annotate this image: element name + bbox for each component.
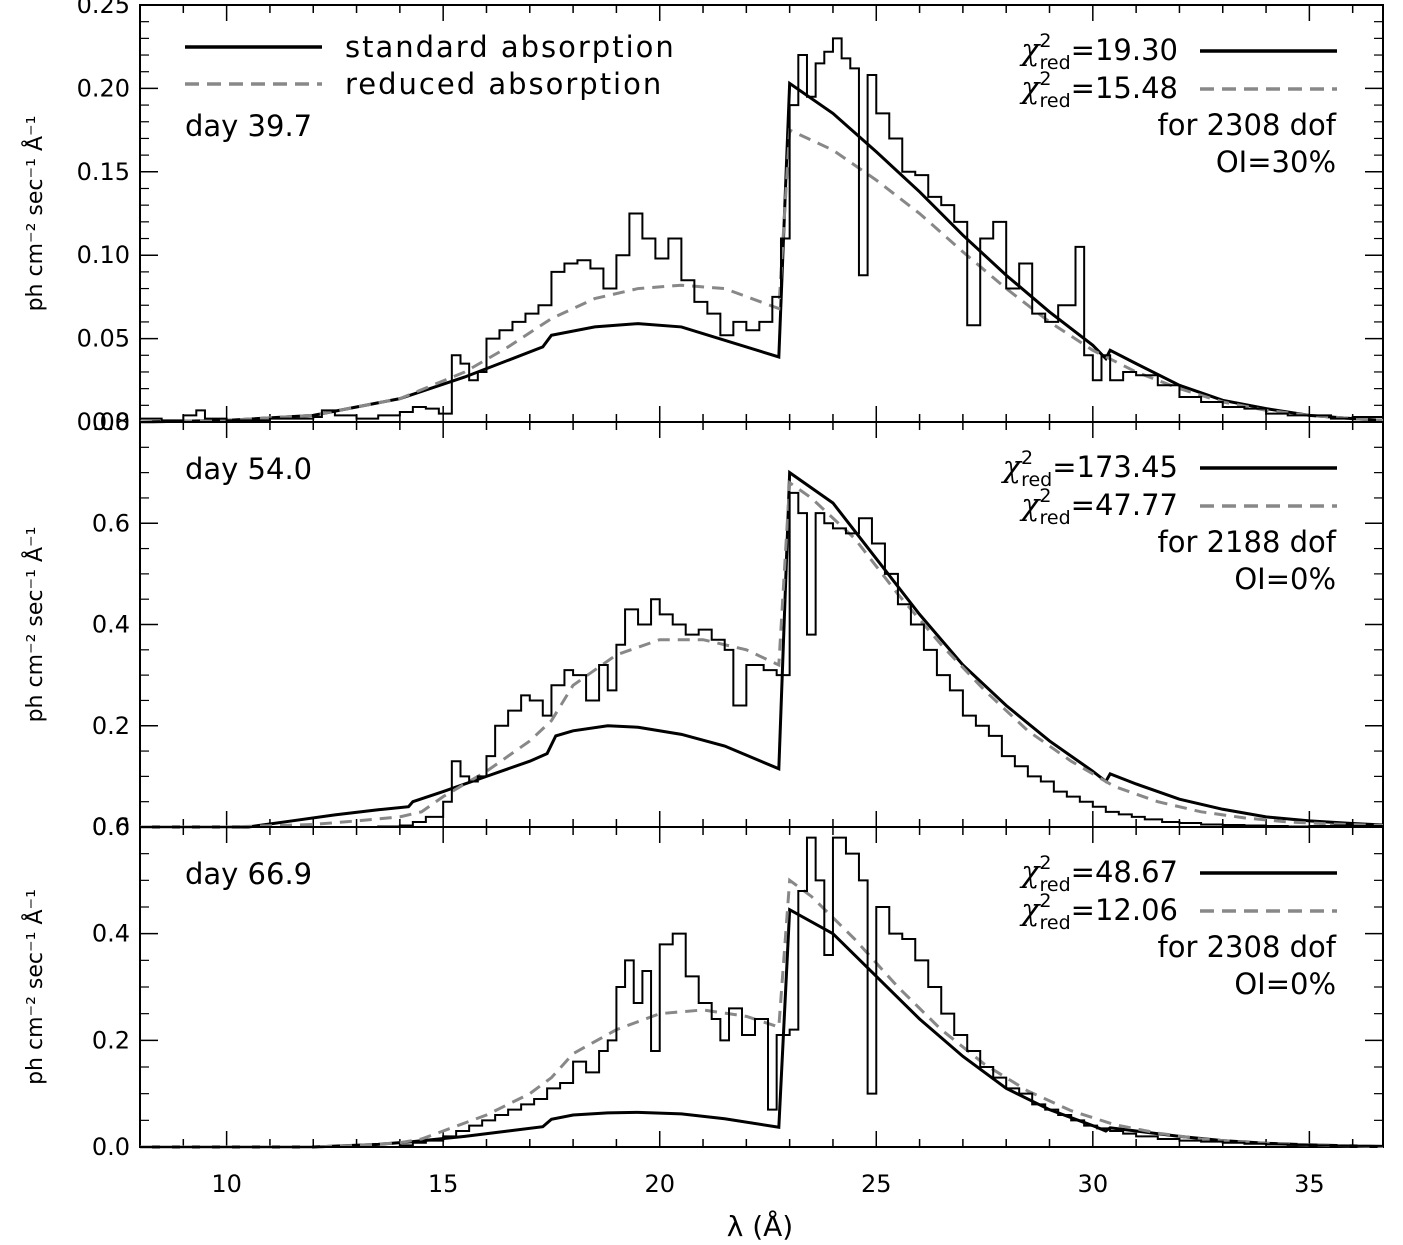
chi-reduced-label: χ2 red=12.06: [1019, 890, 1178, 934]
y-tick-label: 0.15: [77, 158, 130, 186]
y-axis-label: ph cm⁻² sec⁻¹ Å⁻¹: [21, 889, 48, 1085]
y-tick-label: 0.10: [77, 241, 130, 269]
x-tick-label: 35: [1294, 1170, 1325, 1198]
y-tick-label: 0.0: [92, 1133, 130, 1161]
panel-2: 0.0 0.2 0.4 0.6 0.8 ph cm⁻² sec⁻¹ Å⁻¹ day 54.0…: [21, 408, 1384, 841]
x-tick-label: 20: [644, 1170, 675, 1198]
x-tick-label: 30: [1078, 1170, 1109, 1198]
y-tick-label: 0.25: [77, 0, 130, 19]
y-tick-label: 0.05: [77, 325, 130, 353]
chart-panels: 0.00 0.05 0.10 0.15 0.20 0.25 ph cm⁻² sec⁻¹ Å⁻…: [21, 0, 1384, 1161]
x-tick-label: 25: [861, 1170, 892, 1198]
y-tick-label: 0.6: [92, 813, 130, 841]
series-observed: [140, 37, 1384, 422]
day-label: day 66.9: [185, 857, 312, 891]
chi-reduced-label: χ2 red=47.77: [1019, 485, 1178, 529]
y-tick-label: 0.6: [92, 509, 130, 537]
oi-label: OI=0%: [1234, 562, 1336, 596]
day-label: day 39.7: [185, 109, 312, 143]
x-tick-label: 15: [428, 1170, 459, 1198]
series-reduced-absorption: [139, 127, 1384, 424]
series-standard-absorption: [140, 469, 1384, 829]
chi-standard-label: χ2 red=19.30: [1019, 30, 1178, 74]
y-tick-label: 0.20: [77, 74, 130, 102]
legend: standard absorption reduced absorption: [185, 30, 676, 101]
series-observed: [140, 491, 1384, 828]
chi-standard-label: χ2 red=48.67: [1019, 852, 1178, 896]
plot-frame: [139, 421, 1384, 828]
legend-label-reduced: reduced absorption: [345, 67, 663, 101]
series-observed: [140, 836, 1384, 1148]
oi-label: OI=30%: [1216, 145, 1336, 179]
y-tick-label: 0.2: [92, 712, 130, 740]
x-axis-label: λ (Å): [727, 1209, 793, 1243]
series-standard-absorption: [139, 80, 1384, 424]
dof-label: for 2188 dof: [1158, 525, 1337, 559]
day-label: day 54.0: [185, 452, 312, 486]
y-tick-label: 0.2: [92, 1026, 130, 1054]
oi-label: OI=0%: [1234, 967, 1336, 1001]
y-tick-label: 0.4: [92, 611, 130, 639]
series-reduced-absorption: [140, 479, 1384, 829]
plot-frame: [139, 4, 1384, 423]
chi-standard-label: χ2 red=173.45: [1001, 447, 1178, 491]
panel-1: 0.00 0.05 0.10 0.15 0.20 0.25 ph cm⁻² sec⁻¹ Å⁻…: [21, 0, 1384, 436]
series-standard-absorption: [140, 907, 1384, 1149]
y-axis-label: ph cm⁻² sec⁻¹ Å⁻¹: [21, 116, 48, 312]
panel-3: 0.0 0.2 0.4 0.6 ph cm⁻² sec⁻¹ Å⁻¹ day 66.9 χ2 r…: [21, 813, 1384, 1161]
legend-label-standard: standard absorption: [345, 30, 676, 64]
chi-reduced-label: χ2 red=15.48: [1019, 68, 1178, 112]
y-tick-label: 0.00: [77, 408, 130, 436]
dof-label: for 2308 dof: [1158, 108, 1337, 142]
x-tick-label: 10: [211, 1170, 242, 1198]
y-axis-label: ph cm⁻² sec⁻¹ Å⁻¹: [21, 527, 48, 723]
dof-label: for 2308 dof: [1158, 930, 1337, 964]
y-tick-label: 0.4: [92, 920, 130, 948]
y-tick-label: 0.8: [92, 408, 130, 436]
x-tick-labels: 10 15 20 25 30 35: [211, 1170, 1324, 1198]
y-tick-label: 0.0: [92, 813, 130, 841]
plot-frame: [139, 826, 1384, 1148]
series-reduced-absorption: [140, 877, 1384, 1149]
